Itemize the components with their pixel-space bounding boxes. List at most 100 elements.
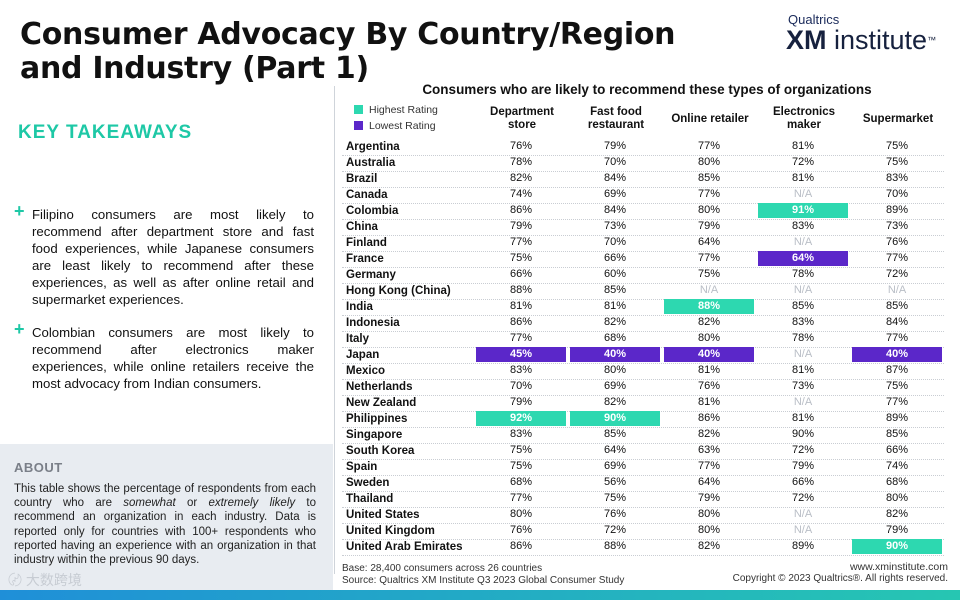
row-country-label: Brazil [346, 173, 378, 185]
table-cell: 69% [603, 188, 627, 200]
table-cell: 77% [509, 492, 533, 504]
table-cell: 69% [603, 380, 627, 392]
row-country-label: United Kingdom [346, 525, 435, 537]
about-text-italic: extremely likely [208, 497, 296, 510]
about-text-italic: somewhat [123, 497, 176, 510]
table-cell: 75% [885, 156, 909, 168]
table-cell: 70% [509, 380, 533, 392]
table-row: Hong Kong (China) 88% 85% N/A N/A N/A [342, 283, 944, 300]
table-cell: N/A [793, 348, 813, 360]
table-row: Germany 66% 60% 75% 78% 72% [342, 267, 944, 284]
row-country-label: United States [346, 509, 420, 521]
table-cell: 82% [603, 316, 627, 328]
table-row: Singapore 83% 85% 82% 90% 85% [342, 427, 944, 444]
table-cell: 81% [791, 364, 815, 376]
table-cell: N/A [793, 396, 813, 408]
row-country-label: Australia [346, 157, 396, 169]
table-cell: 89% [791, 540, 815, 552]
footer-copyright: Copyright © 2023 Qualtrics®. All rights … [732, 573, 948, 584]
table-cell: 68% [509, 476, 533, 488]
table-cell: 75% [509, 252, 533, 264]
table-cell: 76% [603, 508, 627, 520]
table-cell: 79% [885, 524, 909, 536]
table-cell: 77% [697, 140, 721, 152]
takeaway-text: Colombian consumers are most likely to r… [32, 325, 314, 391]
table-row: Mexico 83% 80% 81% 81% 87% [342, 363, 944, 380]
table-cell: 72% [791, 492, 815, 504]
table-cell: 84% [603, 172, 627, 184]
table-cell: 85% [603, 428, 627, 440]
column-header-online-retailer: Online retailer [671, 112, 749, 125]
plus-icon: + [14, 201, 25, 221]
table-cell: 91% [758, 203, 848, 218]
logo-wordmark: XM institute™ [786, 25, 946, 55]
table-cell: 77% [697, 252, 721, 264]
table-cell: 81% [791, 412, 815, 424]
table-row: Colombia 86% 84% 80% 91% 89% [342, 203, 944, 220]
row-country-label: New Zealand [346, 397, 417, 409]
row-country-label: South Korea [346, 445, 415, 457]
logo-xm: XM [786, 25, 827, 55]
table-cell: 86% [509, 204, 533, 216]
row-country-label: Hong Kong (China) [346, 285, 451, 297]
table-cell: 64% [697, 236, 721, 248]
legend-swatch-highest [354, 105, 363, 114]
table-cell: 78% [791, 332, 815, 344]
table-cell: 68% [885, 476, 909, 488]
logo-tm: ™ [927, 35, 937, 45]
row-country-label: Japan [346, 349, 380, 361]
table-row: Brazil 82% 84% 85% 81% 83% [342, 171, 944, 188]
table-row: France 75% 66% 77% 64% 77% [342, 251, 944, 268]
table-cell: 81% [791, 140, 815, 152]
row-country-label: Philippines [346, 413, 408, 425]
page-title: Consumer Advocacy By Country/Region and … [20, 17, 676, 86]
row-country-label: Spain [346, 461, 378, 473]
table-cell: N/A [793, 188, 813, 200]
table-cell: 90% [570, 411, 660, 426]
table-cell: N/A [793, 284, 813, 296]
table-row: Indonesia 86% 82% 82% 83% 84% [342, 315, 944, 332]
table-cell: 77% [697, 188, 721, 200]
column-header-department-store: Department store [490, 106, 554, 131]
watermark: 〄 大数跨境 [8, 572, 82, 588]
legend-swatch-lowest [354, 121, 363, 130]
column-header-electronics-maker: Electronics maker [773, 106, 835, 131]
row-country-label: Netherlands [346, 381, 413, 393]
table-cell: 83% [885, 172, 909, 184]
row-country-label: Mexico [346, 365, 385, 377]
table-cell: 83% [791, 316, 815, 328]
table-cell: 78% [509, 156, 533, 168]
table-cell: N/A [793, 236, 813, 248]
table-cell: 84% [603, 204, 627, 216]
table-cell: 77% [697, 460, 721, 472]
table-cell: 75% [509, 460, 533, 472]
table-cell: 75% [509, 444, 533, 456]
table-row: Spain 75% 69% 77% 79% 74% [342, 459, 944, 476]
table-row: Thailand 77% 75% 79% 72% 80% [342, 491, 944, 508]
table-row: India 81% 81% 88% 85% 85% [342, 299, 944, 316]
logo-institute: institute [834, 25, 928, 55]
table-cell: 80% [697, 204, 721, 216]
legend-label-highest: Highest Rating [369, 104, 438, 116]
row-country-label: United Arab Emirates [346, 541, 463, 553]
table-cell: 88% [603, 540, 627, 552]
table-cell: 74% [885, 460, 909, 472]
table-row: Australia 78% 70% 80% 72% 75% [342, 155, 944, 172]
table-cell: 68% [603, 332, 627, 344]
table-cell: 75% [697, 268, 721, 280]
takeaway-text: Filipino consumers are most likely to re… [32, 207, 314, 307]
table-cell: 87% [885, 364, 909, 376]
table-cell: 86% [509, 540, 533, 552]
table-cell: 72% [603, 524, 627, 536]
table-cell: 70% [603, 156, 627, 168]
about-heading: ABOUT [14, 460, 63, 475]
table-cell: N/A [793, 508, 813, 520]
key-takeaways-heading: KEY TAKEAWAYS [18, 122, 193, 143]
table-row: Netherlands 70% 69% 76% 73% 75% [342, 379, 944, 396]
row-country-label: Argentina [346, 141, 400, 153]
table-cell: 82% [885, 508, 909, 520]
about-text-part: to recommend an organization in each ind… [14, 497, 317, 567]
table-cell: 63% [697, 444, 721, 456]
footer-source: Source: Qualtrics XM Institute Q3 2023 G… [342, 575, 625, 586]
row-country-label: Singapore [346, 429, 403, 441]
